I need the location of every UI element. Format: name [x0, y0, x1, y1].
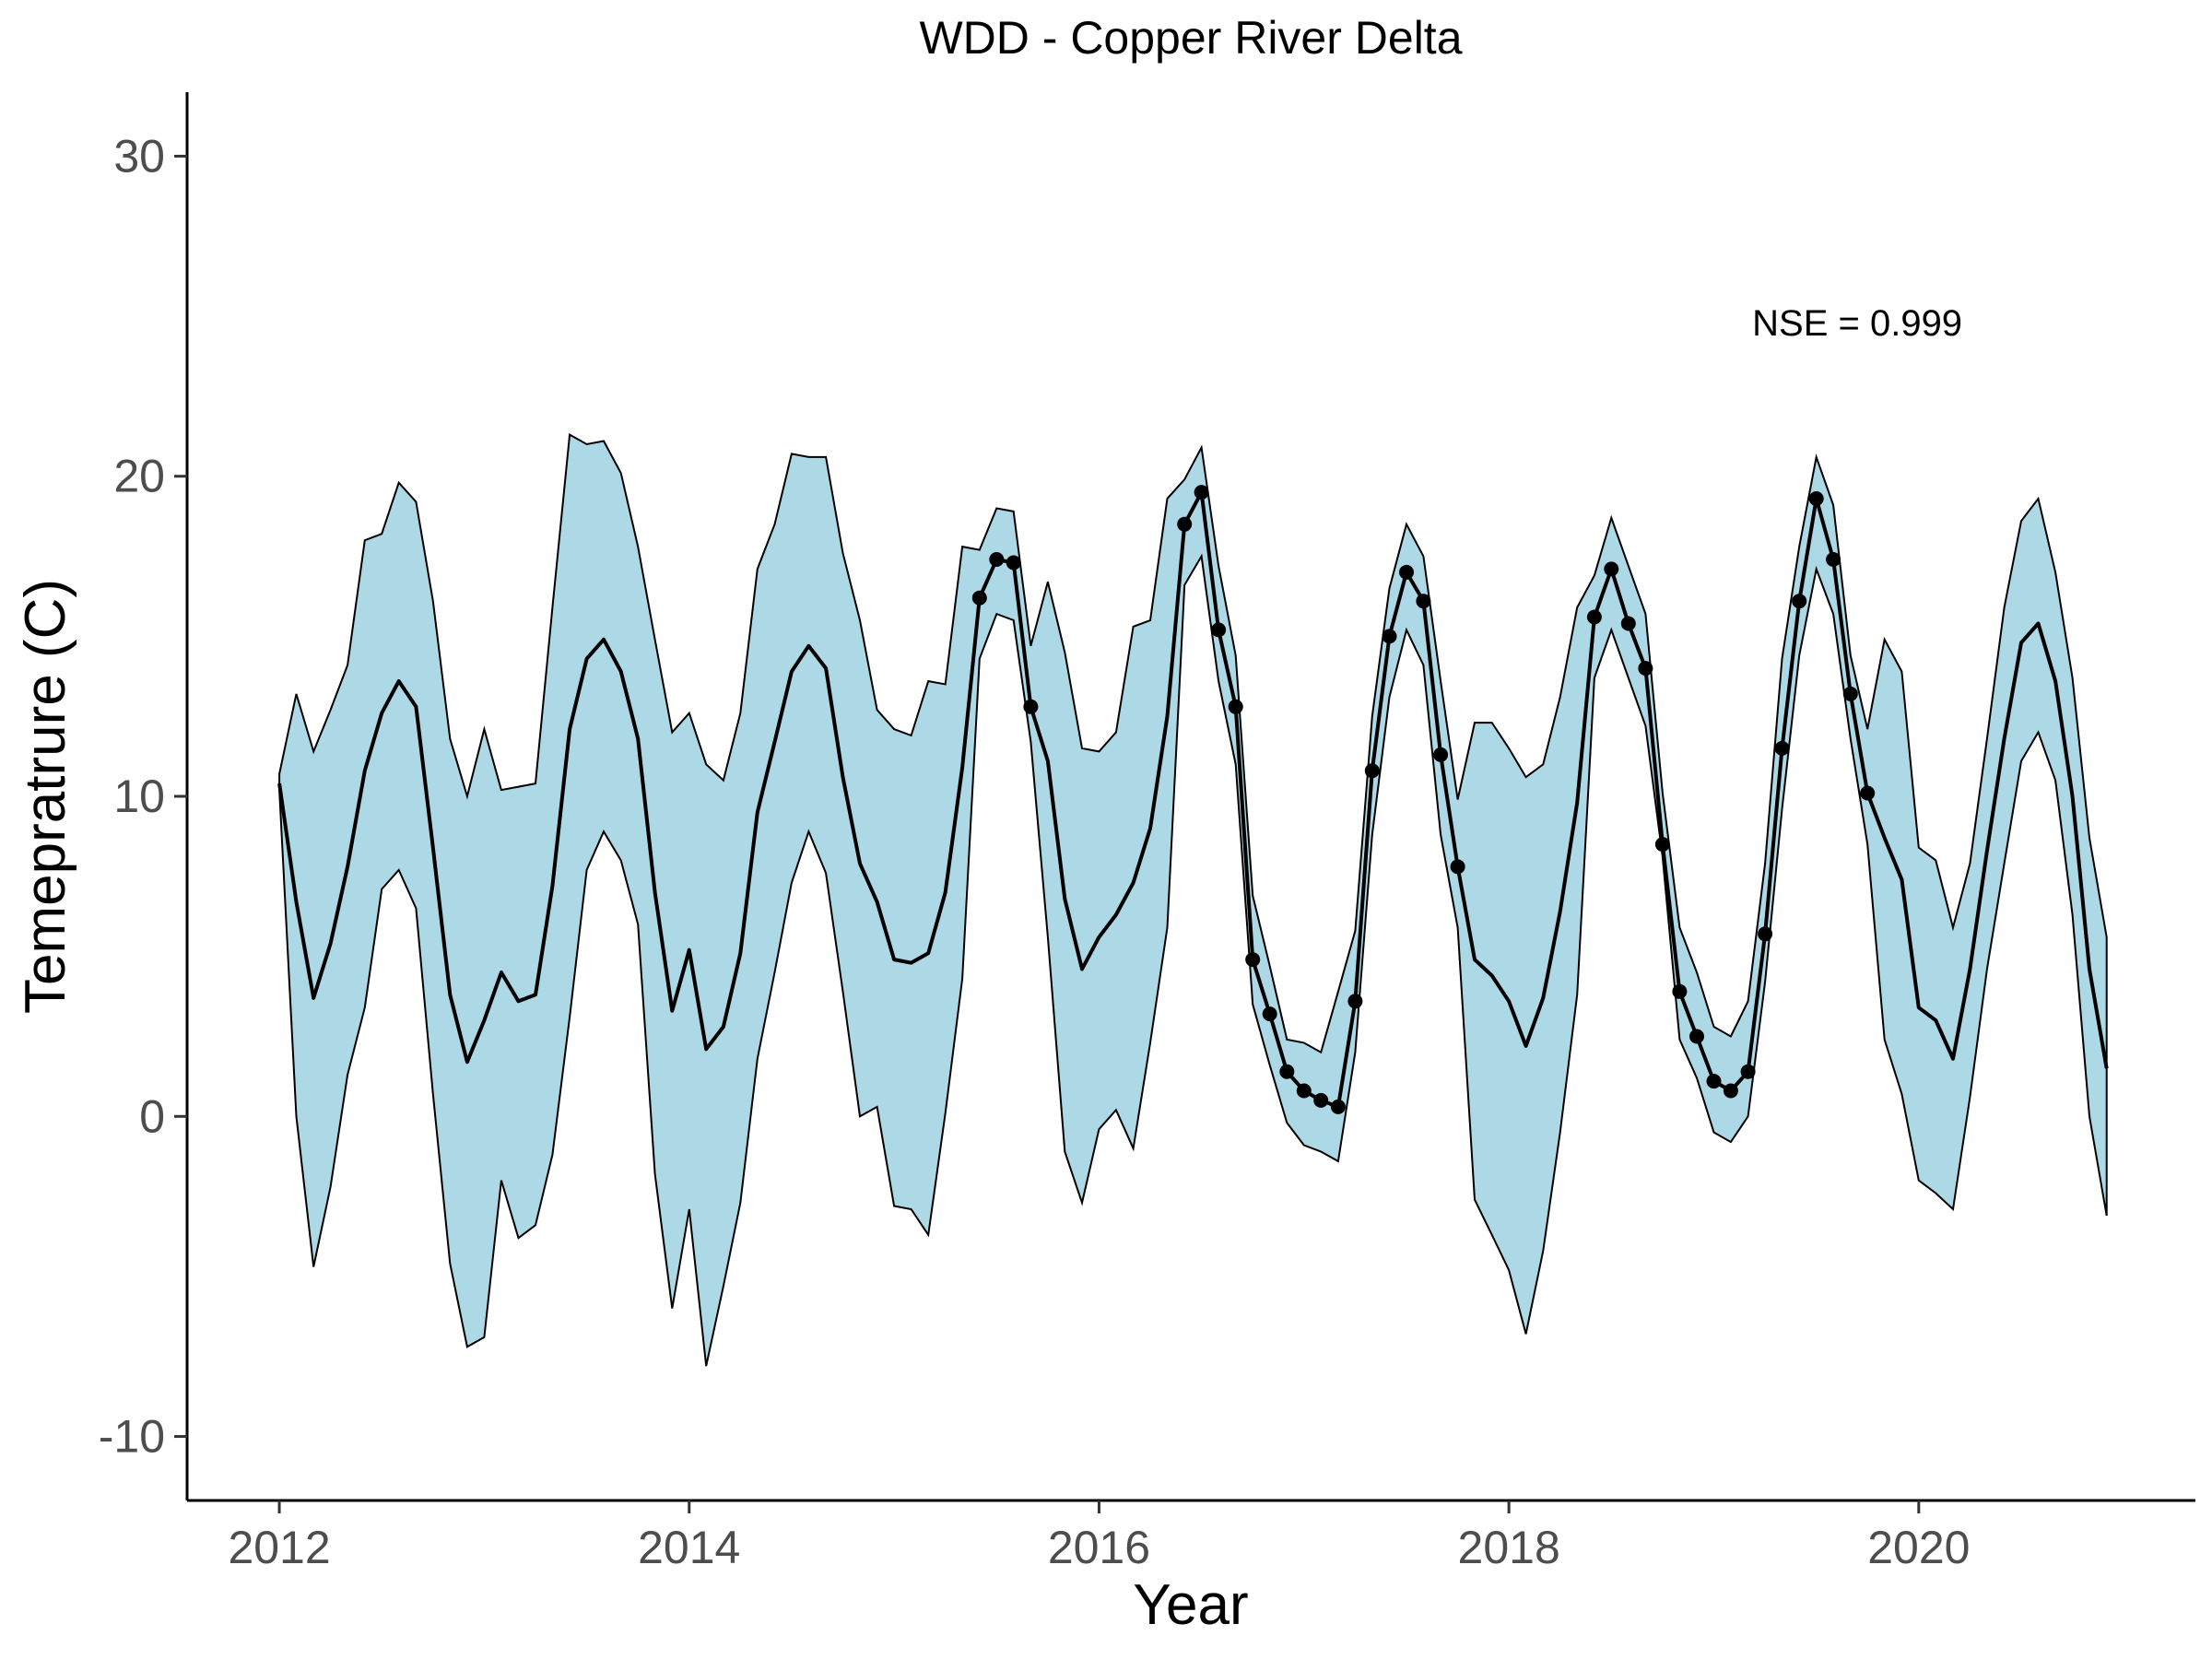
x-axis-ticks: 2012 2014 2016 2018 2020 [228, 1500, 1970, 1573]
observed-point [1006, 555, 1021, 571]
y-tick-label: 0 [139, 1090, 165, 1142]
observed-point [1211, 622, 1227, 638]
y-axis-title: Temepratrure (C) [14, 579, 77, 1014]
observed-point [1416, 594, 1431, 609]
uncertainty-ribbon [278, 432, 2108, 1367]
observed-point [1279, 1064, 1295, 1079]
x-tick-label: 2018 [1458, 1522, 1560, 1573]
observed-point [1296, 1083, 1312, 1099]
observed-point [1808, 491, 1824, 506]
observed-point [1842, 686, 1858, 701]
observed-point [1638, 661, 1653, 677]
observed-point [1364, 763, 1380, 779]
observed-point [1330, 1099, 1346, 1114]
observed-point [1023, 699, 1039, 714]
observed-point [971, 590, 987, 606]
plot-area [277, 432, 2109, 1367]
observed-point [1433, 747, 1449, 762]
observed-point [1672, 983, 1688, 999]
x-tick-label: 2016 [1048, 1522, 1150, 1573]
y-tick-label: 20 [113, 451, 165, 502]
observed-point [1228, 699, 1243, 714]
observed-point [1245, 952, 1261, 968]
observed-point [1177, 516, 1193, 532]
observed-point [989, 552, 1005, 567]
observed-point [1774, 740, 1790, 756]
x-tick-label: 2012 [228, 1522, 330, 1573]
y-axis-ticks: -10 0 10 20 30 [99, 130, 187, 1463]
x-axis-title: Year [1133, 1573, 1248, 1637]
observed-point [1382, 629, 1397, 644]
observed-point [1604, 561, 1619, 577]
observed-point [1792, 594, 1807, 609]
observed-point [1706, 1074, 1722, 1089]
observed-point [1860, 785, 1876, 801]
observed-point [1450, 859, 1465, 875]
observed-point [1723, 1083, 1738, 1099]
predicted-line [277, 490, 2109, 1109]
nse-annotation: NSE = 0.999 [1752, 303, 1962, 344]
observed-point [1620, 616, 1636, 631]
observed-point [1758, 926, 1773, 942]
x-tick-label: 2020 [1867, 1522, 1970, 1573]
observed-point [1689, 1029, 1704, 1044]
observed-point [1826, 552, 1841, 567]
observed-point [1654, 837, 1670, 853]
observed-point [1740, 1064, 1756, 1079]
observed-point [1347, 994, 1363, 1009]
observed-point [1586, 609, 1602, 625]
observed-point [1313, 1092, 1329, 1108]
y-tick-label: 10 [113, 771, 165, 822]
y-tick-label: 30 [113, 130, 165, 182]
observed-point [1262, 1006, 1277, 1022]
observed-point [1399, 564, 1414, 580]
observed-point [1194, 485, 1209, 500]
x-tick-label: 2014 [638, 1522, 740, 1573]
chart-title: WDD - Copper River Delta [919, 12, 1462, 64]
y-tick-label: -10 [99, 1411, 165, 1463]
